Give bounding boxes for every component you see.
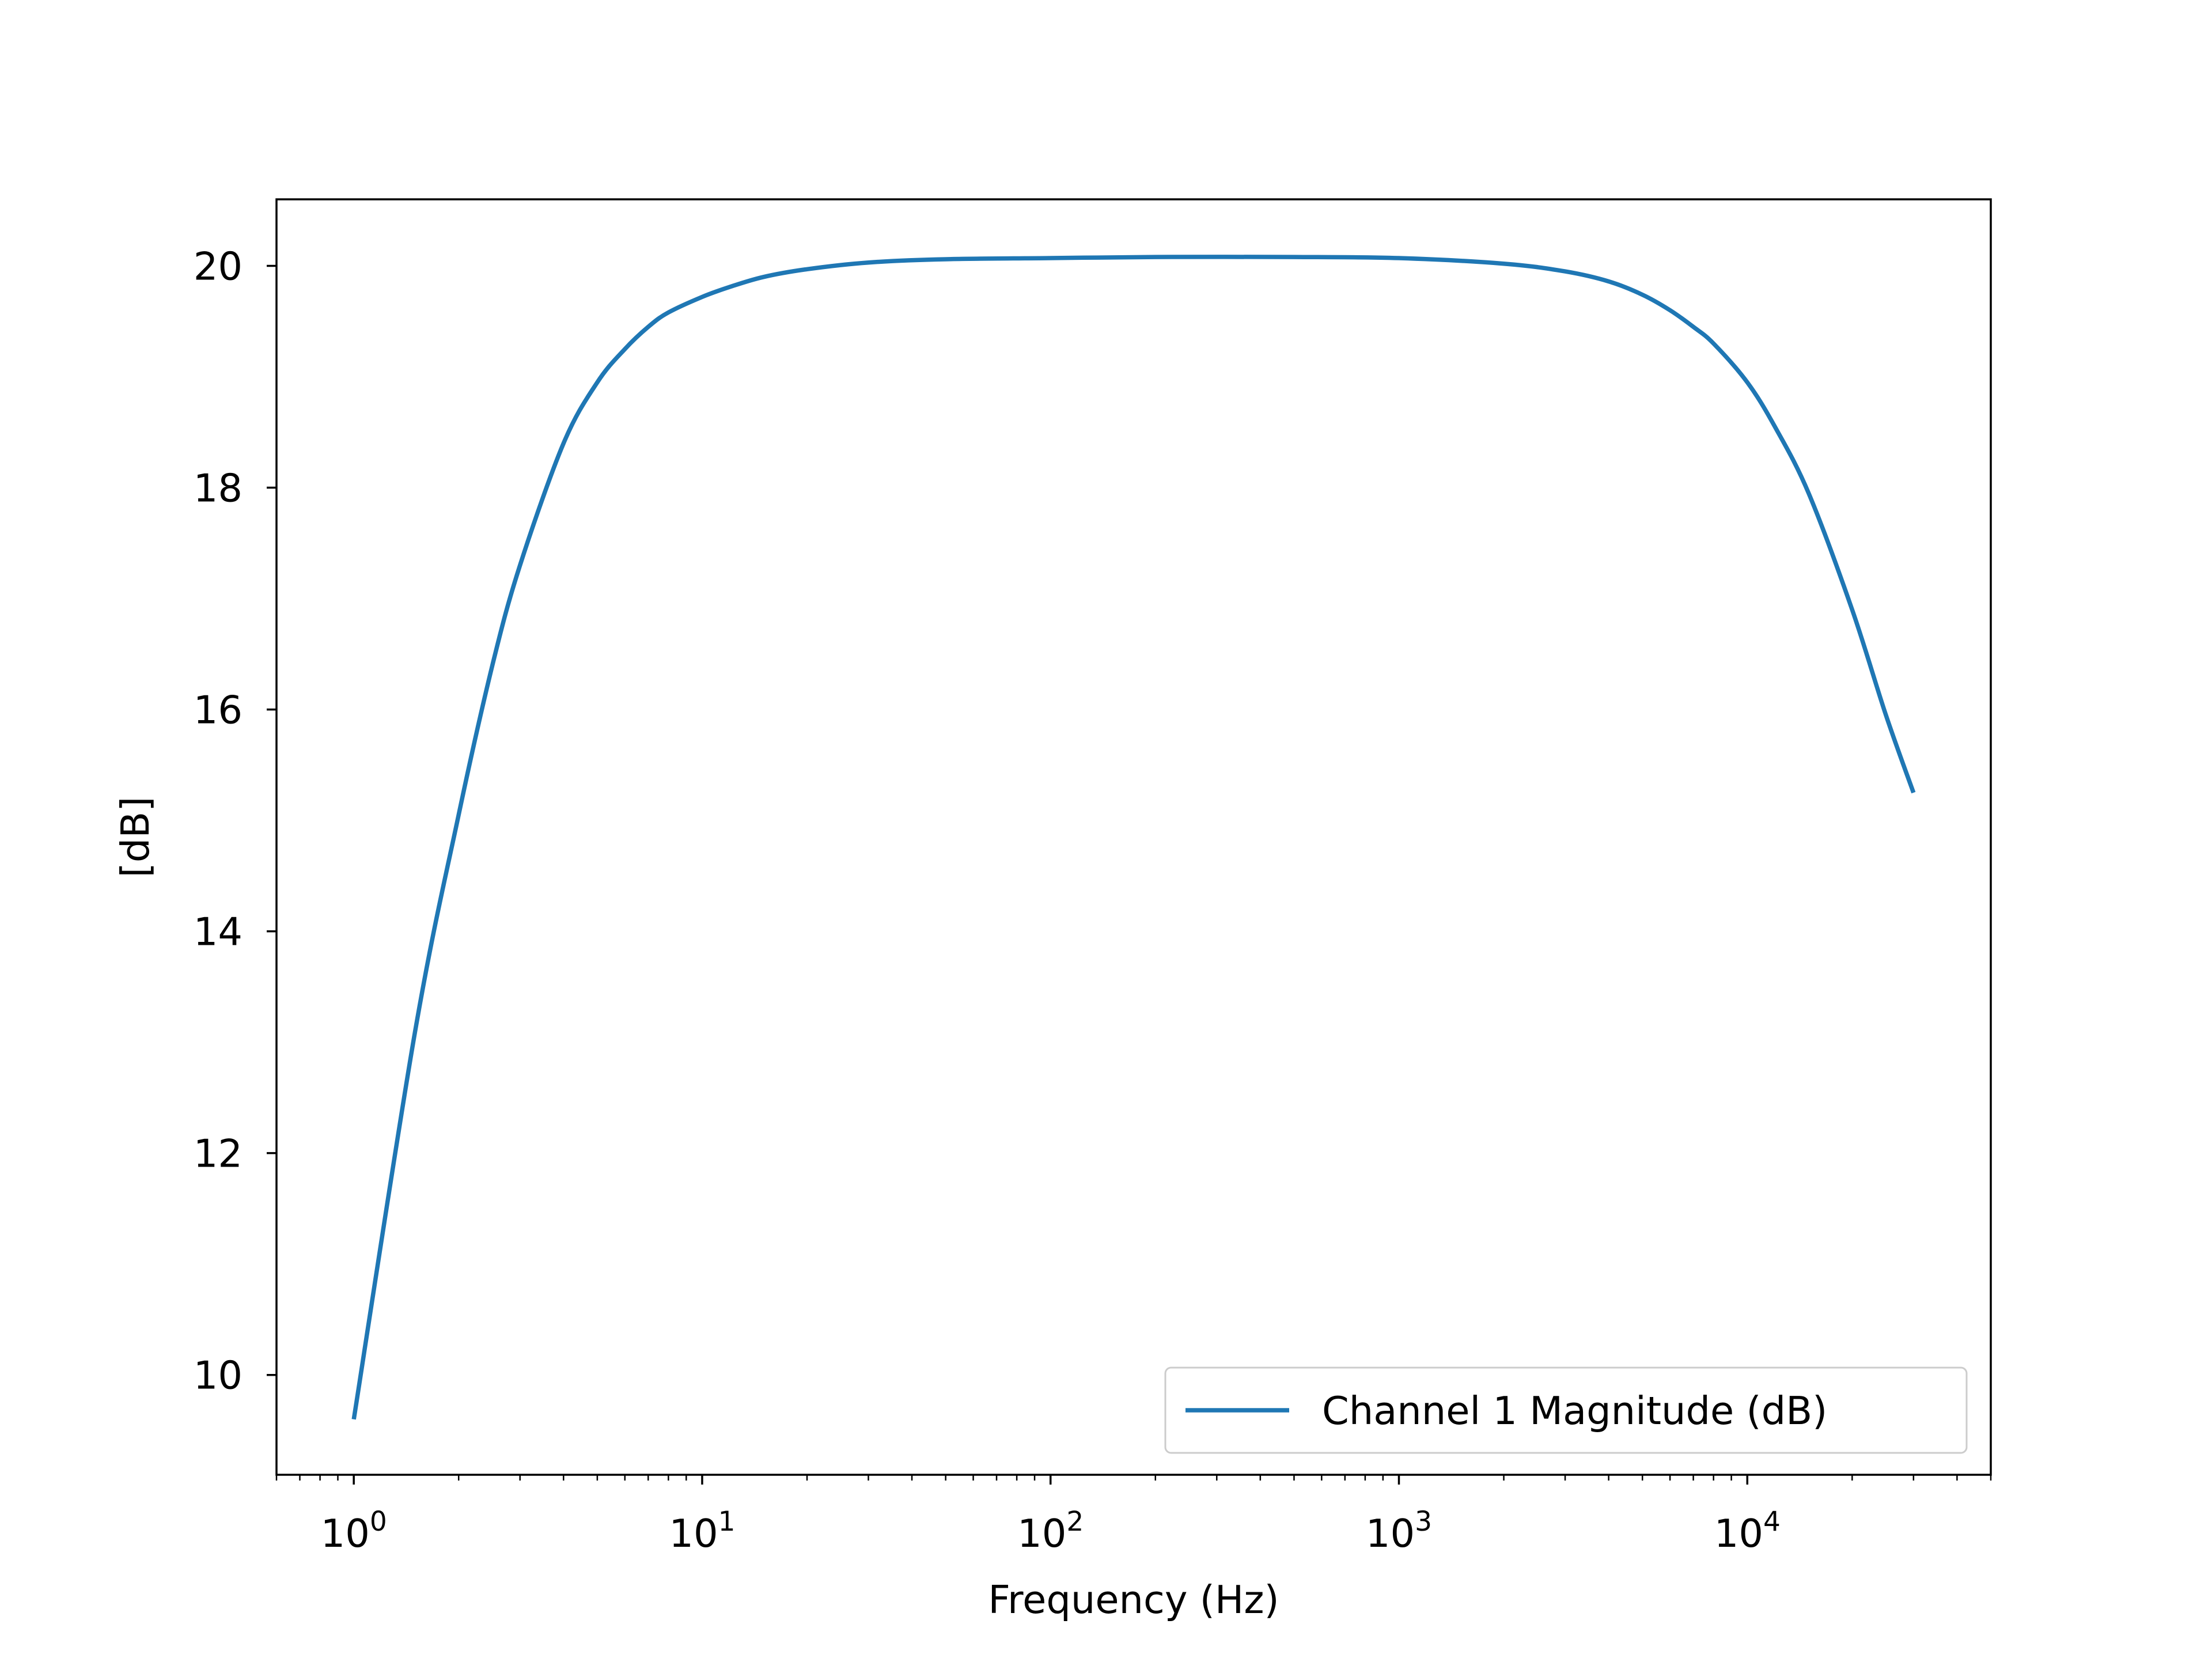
y-tick-label-4: 18: [194, 466, 243, 511]
axes-frame: [275, 198, 1992, 1476]
y-axis-label: [dB]: [113, 797, 158, 878]
x-tick-label-3: 103: [1366, 1506, 1432, 1556]
y-tick-label-1: 12: [194, 1131, 243, 1176]
x-tick-labels: 100 101 102 103 104: [321, 1506, 1781, 1556]
legend: Channel 1 Magnitude (dB): [1164, 1366, 1968, 1454]
y-tick-labels: 10 12 14 16 18 20: [194, 244, 243, 1398]
x-tick-label-0: 100: [321, 1506, 387, 1556]
y-tick-label-2: 14: [194, 910, 243, 955]
legend-box: [1164, 1366, 1968, 1454]
y-tick-label-5: 20: [194, 244, 243, 289]
legend-label-channel-1: Channel 1 Magnitude (dB): [1322, 1388, 1827, 1433]
plot-series: [351, 255, 1916, 1420]
x-tick-label-4: 104: [1714, 1506, 1781, 1556]
series-line-1: [351, 255, 1916, 1420]
x-tick-label-1: 101: [669, 1506, 735, 1556]
y-tick-label-0: 10: [194, 1353, 243, 1398]
x-axis-label: Frequency (Hz): [988, 1577, 1279, 1622]
y-tick-label-3: 16: [194, 688, 243, 733]
x-tick-label-2: 102: [1017, 1506, 1084, 1556]
